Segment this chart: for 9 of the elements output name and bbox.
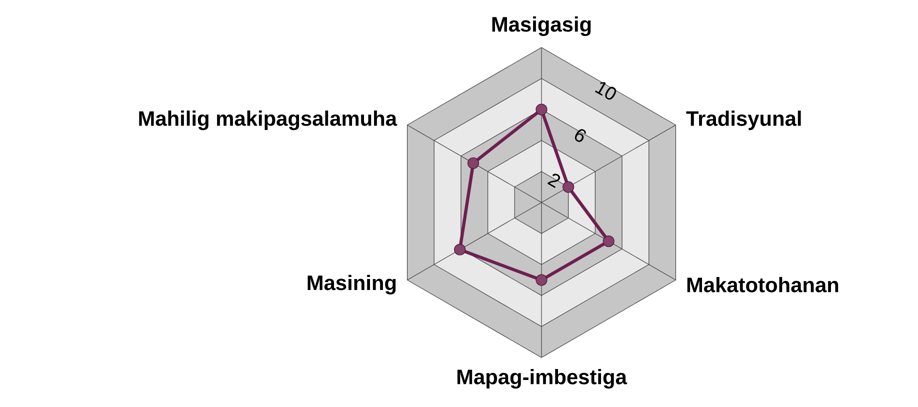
y-tick-label: 2 [547, 174, 560, 188]
spoke-label: Mahilig makipagsalamuha [139, 110, 398, 130]
spoke-label: Masigasig [492, 16, 591, 36]
spoke-label: Tradisyunal [686, 110, 801, 130]
spoke-label: Masining [308, 274, 396, 294]
y-tick-label: 6 [574, 129, 586, 142]
spoke-label: Mapag-imbestiga [457, 368, 628, 389]
y-tick-label: 10 [594, 82, 616, 100]
spoke-label: Makatotohanan [687, 276, 838, 292]
